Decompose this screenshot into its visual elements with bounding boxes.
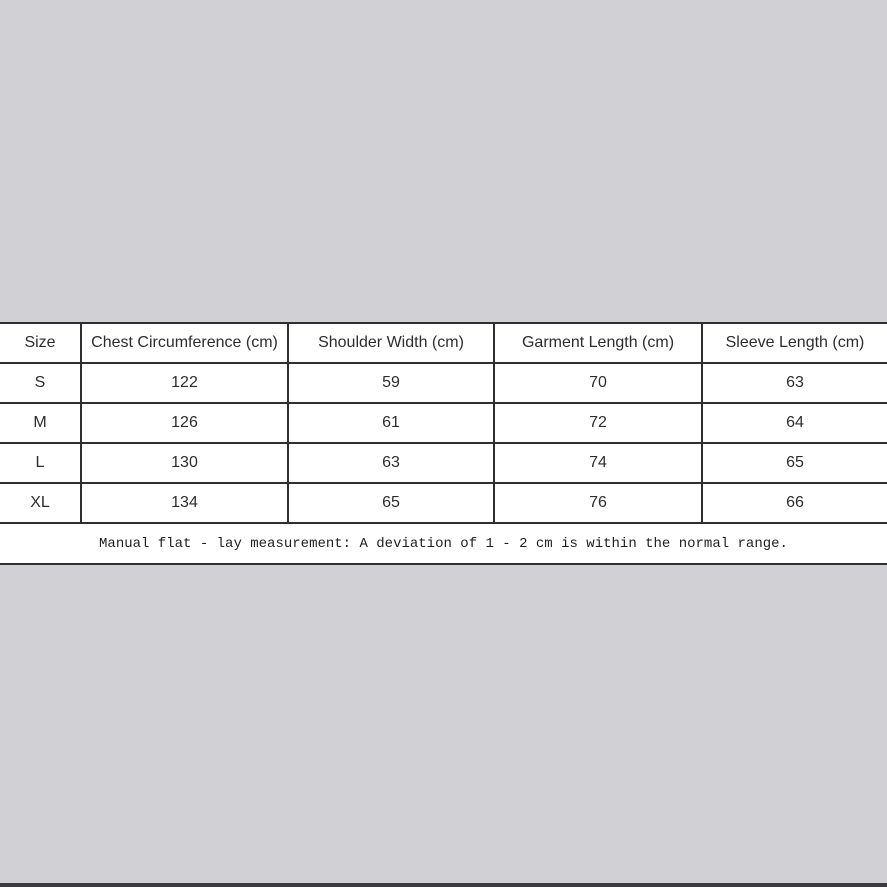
cell-garment: 70 [493,362,703,404]
cell-garment: 72 [493,402,703,444]
column-header-size: Size [0,322,82,364]
size-chart-table: Size Chest Circumference (cm) Shoulder W… [0,322,887,565]
column-header-chest-circumference: Chest Circumference (cm) [80,322,289,364]
column-header-shoulder-width: Shoulder Width (cm) [287,322,495,364]
note-row: Manual flat - lay measurement: A deviati… [0,522,887,565]
table-row-l: L 130 63 74 65 [0,442,887,484]
header-row: Size Chest Circumference (cm) Shoulder W… [0,322,887,364]
cell-sleeve: 64 [701,402,887,444]
cell-chest: 130 [80,442,289,484]
cell-shoulder: 63 [287,442,495,484]
cell-size: XL [0,482,82,524]
column-header-garment-length: Garment Length (cm) [493,322,703,364]
bottom-bar [0,883,887,887]
cell-chest: 126 [80,402,289,444]
cell-chest: 134 [80,482,289,524]
cell-shoulder: 65 [287,482,495,524]
size-chart-panel: Size Chest Circumference (cm) Shoulder W… [0,322,887,565]
cell-size: L [0,442,82,484]
cell-chest: 122 [80,362,289,404]
measurement-note: Manual flat - lay measurement: A deviati… [0,522,887,565]
cell-size: M [0,402,82,444]
cell-sleeve: 65 [701,442,887,484]
table-row-xl: XL 134 65 76 66 [0,482,887,524]
cell-garment: 76 [493,482,703,524]
cell-sleeve: 63 [701,362,887,404]
cell-garment: 74 [493,442,703,484]
column-header-sleeve-length: Sleeve Length (cm) [701,322,887,364]
cell-shoulder: 59 [287,362,495,404]
table-row-s: S 122 59 70 63 [0,362,887,404]
cell-shoulder: 61 [287,402,495,444]
cell-size: S [0,362,82,404]
table-row-m: M 126 61 72 64 [0,402,887,444]
cell-sleeve: 66 [701,482,887,524]
